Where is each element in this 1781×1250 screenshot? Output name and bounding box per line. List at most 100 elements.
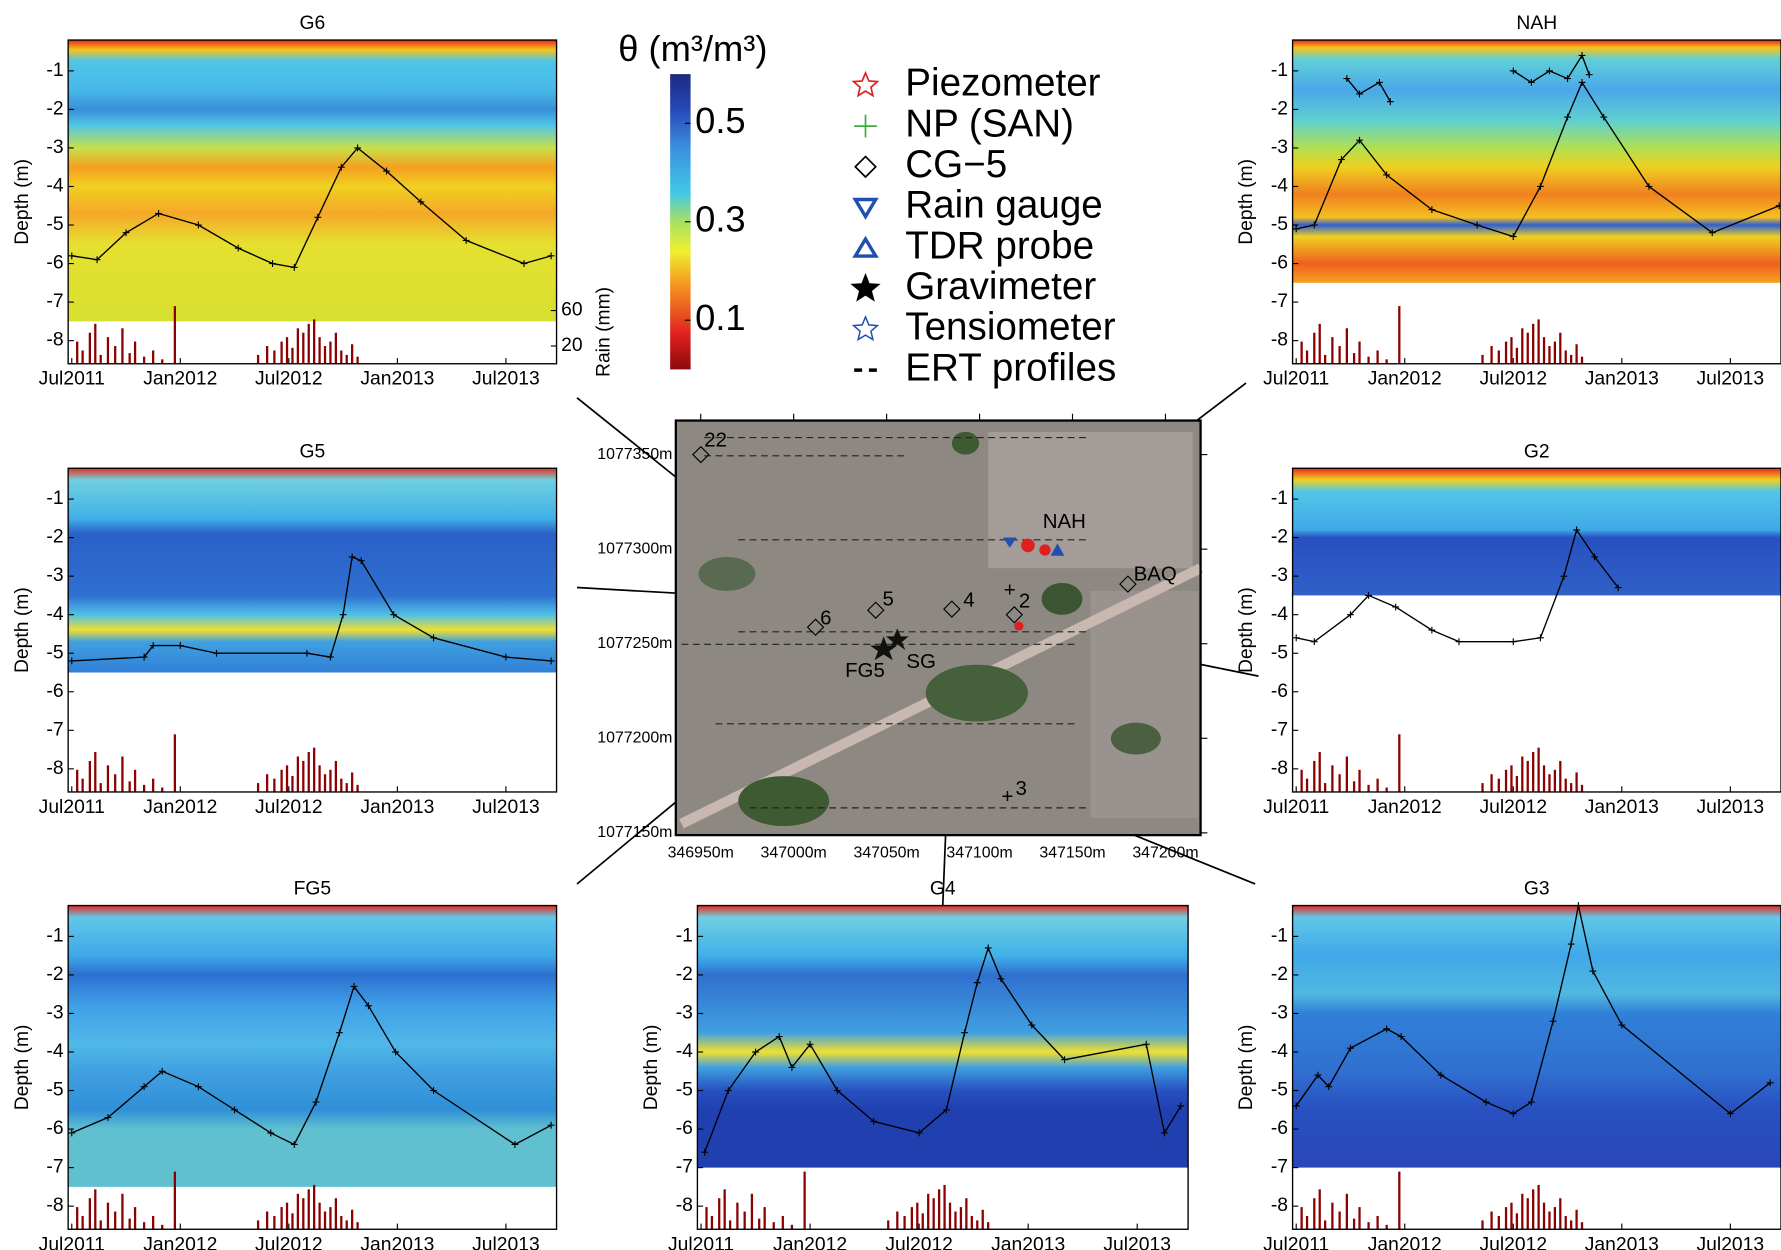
water-table-point	[547, 252, 555, 260]
x-tick-label: Jan2013	[360, 369, 434, 390]
rain-bar	[932, 1198, 935, 1230]
rain-bar	[1490, 774, 1493, 792]
x-tick-label: Jul2012	[255, 369, 323, 390]
rain-bar	[903, 1215, 906, 1230]
rain-bar	[1376, 1215, 1379, 1230]
y-tick-label: -4	[46, 176, 63, 197]
water-table-point	[312, 1098, 320, 1106]
rain-bar	[1548, 774, 1551, 792]
instruments: + +	[692, 445, 1137, 808]
water-table-point	[1356, 136, 1363, 144]
rain-bar	[323, 346, 327, 364]
water-table-point	[93, 256, 101, 264]
water-table-point	[1578, 52, 1586, 59]
axes-frame	[1291, 39, 1781, 365]
map-site-label: 3	[1015, 777, 1026, 800]
plus-marker: +	[1004, 578, 1016, 601]
x-tick-label: Jul2013	[1103, 1234, 1171, 1250]
rain-bar	[763, 1207, 766, 1230]
water-table-point	[701, 1148, 709, 1156]
rain-bar	[81, 350, 84, 364]
y-tick-label: -5	[1271, 642, 1288, 663]
rain-bar	[954, 1211, 957, 1230]
rain-bar	[128, 1218, 131, 1230]
x-tick-label: Jan2012	[143, 1234, 217, 1250]
y-tick-label: -7	[46, 1157, 63, 1178]
legend-marker	[850, 272, 881, 302]
water-table-point	[158, 1067, 166, 1075]
piezometer-marker	[1014, 621, 1024, 631]
water-table-point	[140, 1083, 148, 1091]
rain-bar	[106, 337, 110, 364]
rain-bar	[318, 1202, 321, 1230]
rain-tick-label: 60	[561, 300, 582, 321]
map-tree	[698, 556, 756, 591]
rain-bar	[1338, 774, 1341, 792]
rain-bar	[94, 323, 97, 364]
water-table-point	[915, 1129, 923, 1137]
rain-bar	[772, 1222, 775, 1230]
rain-bar	[1564, 350, 1567, 364]
water-table-point	[984, 944, 992, 952]
x-tick-label: Jul2012	[1479, 369, 1547, 390]
y-tick-label: -2	[46, 964, 63, 985]
colorbar	[670, 74, 691, 370]
y-tick-label: -4	[676, 1041, 693, 1062]
water-table-point	[1028, 1021, 1036, 1029]
rain-bar	[1537, 319, 1540, 364]
rain-bar	[1490, 346, 1493, 364]
water-table-point	[1564, 113, 1571, 121]
panel-title: NAH	[1516, 13, 1557, 34]
rain-bar	[1532, 323, 1535, 364]
rain-bar	[161, 787, 164, 792]
y-tick-label: -1	[676, 925, 693, 946]
x-tick-label: Jul2012	[255, 797, 323, 818]
rain-bar	[1526, 760, 1529, 792]
y-tick-label: -3	[1271, 137, 1288, 158]
y-tick-label: -8	[46, 1195, 63, 1216]
water-table-point	[194, 221, 202, 229]
rain-bar	[1367, 1222, 1370, 1230]
x-tick-label: Jul2013	[1697, 369, 1765, 390]
rain-bar	[76, 769, 79, 792]
map-site-label: 22	[704, 428, 727, 451]
rain-bar	[88, 332, 91, 364]
rain-bar	[265, 1211, 269, 1230]
rain-bar	[718, 1198, 721, 1230]
rain-bar	[351, 1209, 354, 1230]
x-tick-label: Jul2013	[1697, 1234, 1765, 1250]
rain-bar	[161, 1224, 164, 1230]
rain-bar	[273, 1215, 276, 1230]
rain-bar	[1398, 734, 1401, 792]
rain-bar	[1521, 756, 1524, 792]
rain-bar	[1575, 772, 1578, 792]
rain-bar	[265, 346, 269, 364]
rain-bar	[1331, 337, 1334, 364]
x-tick-label: Jan2013	[360, 1234, 434, 1250]
y-axis-label: Depth (m)	[12, 1025, 33, 1111]
rain-bar	[790, 1224, 794, 1230]
map-site-label: BAQ	[1134, 562, 1177, 585]
rain-bar	[1497, 350, 1500, 364]
water-table-point	[973, 979, 981, 987]
water-table-point	[775, 1033, 783, 1040]
water-table-point	[1560, 572, 1568, 580]
rain-bar	[99, 354, 102, 364]
rain-bar	[1376, 778, 1379, 792]
water-table-point	[290, 264, 298, 271]
rain-bar	[345, 1220, 348, 1230]
rain-bar	[291, 347, 294, 364]
rain-bar	[318, 337, 321, 364]
rain-bar	[1504, 341, 1508, 364]
x-tick-label: Jul2011	[668, 1234, 734, 1250]
water-table-point	[1310, 221, 1318, 229]
water-table-point	[1365, 592, 1372, 599]
water-table-point	[1347, 611, 1354, 619]
y-tick-label: -2	[676, 964, 693, 985]
x-tick-label: Jan2012	[1368, 1234, 1442, 1250]
water-table-point	[1708, 229, 1716, 237]
water-table-point	[1383, 1025, 1391, 1033]
moisture-field	[68, 905, 557, 1187]
rain-bar	[340, 778, 343, 792]
y-tick-label: -7	[1271, 719, 1288, 740]
